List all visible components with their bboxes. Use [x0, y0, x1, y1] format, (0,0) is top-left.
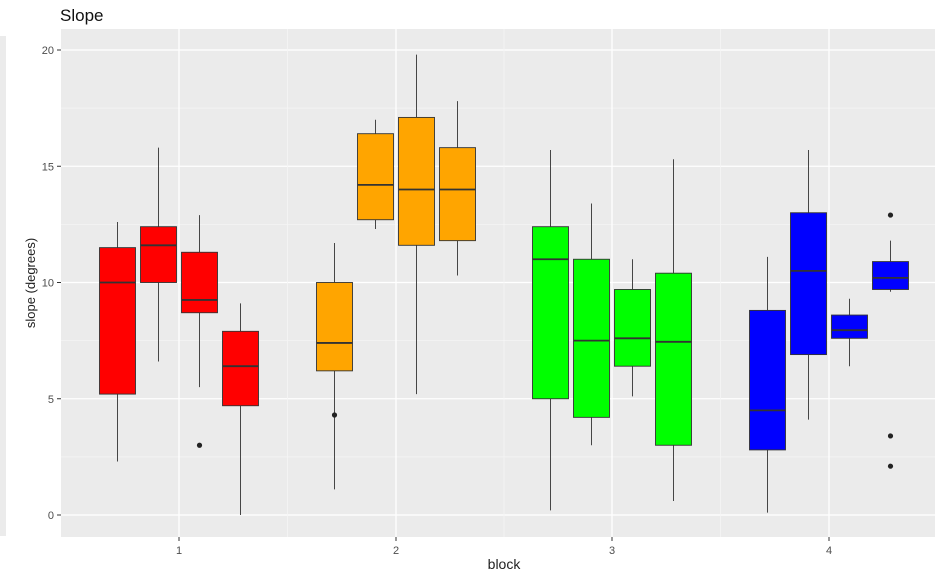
box-body [439, 147, 476, 242]
box-4-4 [872, 212, 909, 469]
boxes [99, 54, 909, 515]
box-1-4 [222, 303, 259, 515]
x-tick-label: 2 [393, 545, 399, 557]
y-tick-label: 20 [42, 45, 54, 57]
box-body [831, 314, 868, 339]
box-body [790, 212, 827, 356]
y-tick-label: 0 [48, 510, 54, 522]
box-4-1 [749, 256, 786, 513]
box-body [614, 289, 651, 367]
box-body [532, 226, 569, 400]
box-3-4 [655, 159, 692, 502]
box-body [573, 258, 610, 418]
box-2-3 [398, 54, 435, 395]
y-axis: 0 5 10 15 20 [42, 45, 61, 522]
box-1-3 [181, 215, 218, 448]
outlier-point [331, 412, 338, 418]
y-axis-label: slope (degrees) [23, 238, 38, 328]
left-panel-edge [0, 36, 6, 536]
x-axis: 1 2 3 4 [176, 537, 832, 557]
outlier-point [887, 212, 894, 218]
box-body [398, 116, 435, 246]
chart-title: Slope [60, 6, 104, 25]
box-body [181, 251, 218, 314]
box-body [316, 282, 353, 372]
x-tick-label: 1 [176, 545, 182, 557]
outlier-point [887, 433, 894, 439]
outlier-point [887, 463, 894, 469]
box-4-3 [831, 298, 868, 367]
x-tick-label: 4 [826, 545, 832, 557]
box-body [99, 247, 136, 395]
box-4-2 [790, 149, 827, 420]
outlier-point [196, 442, 203, 448]
box-body [222, 330, 259, 407]
box-2-4 [439, 101, 476, 276]
box-body [749, 309, 786, 451]
y-tick-label: 5 [48, 394, 54, 406]
x-axis-label: block [488, 556, 522, 572]
box-body [357, 133, 394, 221]
box-2-2 [357, 119, 394, 230]
box-3-2 [573, 203, 610, 446]
box-body [655, 272, 692, 446]
box-body [872, 261, 909, 290]
box-1-1 [99, 222, 136, 462]
box-1-2 [140, 147, 177, 362]
y-tick-label: 10 [42, 278, 54, 290]
box-3-3 [614, 259, 651, 397]
y-tick-label: 15 [42, 161, 54, 173]
x-tick-label: 3 [609, 545, 615, 557]
box-2-1 [316, 242, 353, 490]
box-3-1 [532, 149, 569, 511]
box-body [140, 226, 177, 283]
